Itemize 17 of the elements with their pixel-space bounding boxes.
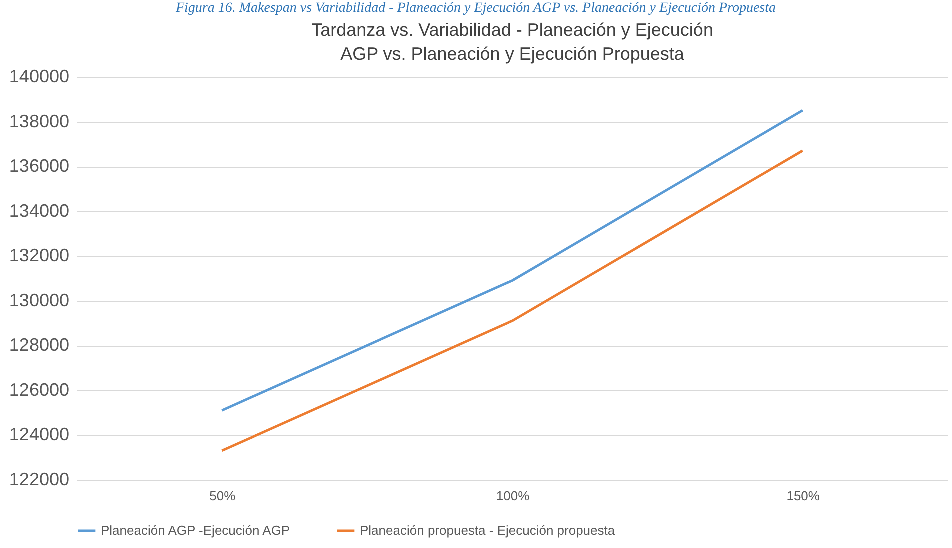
y-tick-label: 138000 (9, 111, 70, 132)
legend-label: Planeación propuesta - Ejecución propuesta (360, 523, 616, 538)
x-tick-label: 50% (210, 488, 236, 504)
y-tick-label: 140000 (9, 66, 70, 86)
y-tick-label: 124000 (9, 424, 70, 445)
y-tick-label: 132000 (9, 246, 70, 266)
y-tick-label: 126000 (9, 380, 70, 400)
x-tick-label: 100% (496, 488, 530, 504)
y-tick-label: 134000 (9, 200, 70, 221)
y-tick-label: 130000 (9, 290, 70, 310)
x-tick-label: 150% (786, 488, 820, 504)
y-tick-label: 128000 (9, 335, 70, 356)
y-tick-label: 136000 (9, 156, 70, 176)
y-tick-label: 122000 (9, 470, 70, 490)
text: Figura 16. Makespan vs Variabilidad - Planeación y Ejecución AGP vs. Planeación y Ejecución Propuesta (174, 0, 778, 18)
legend-label: Planeación AGP -Ejecución AGP (101, 523, 290, 538)
chart-title: Tardanza vs. Variabilidad - Planeación y Ejecución AGP vs. Planeación y Ejecución Propuesta (312, 20, 714, 64)
